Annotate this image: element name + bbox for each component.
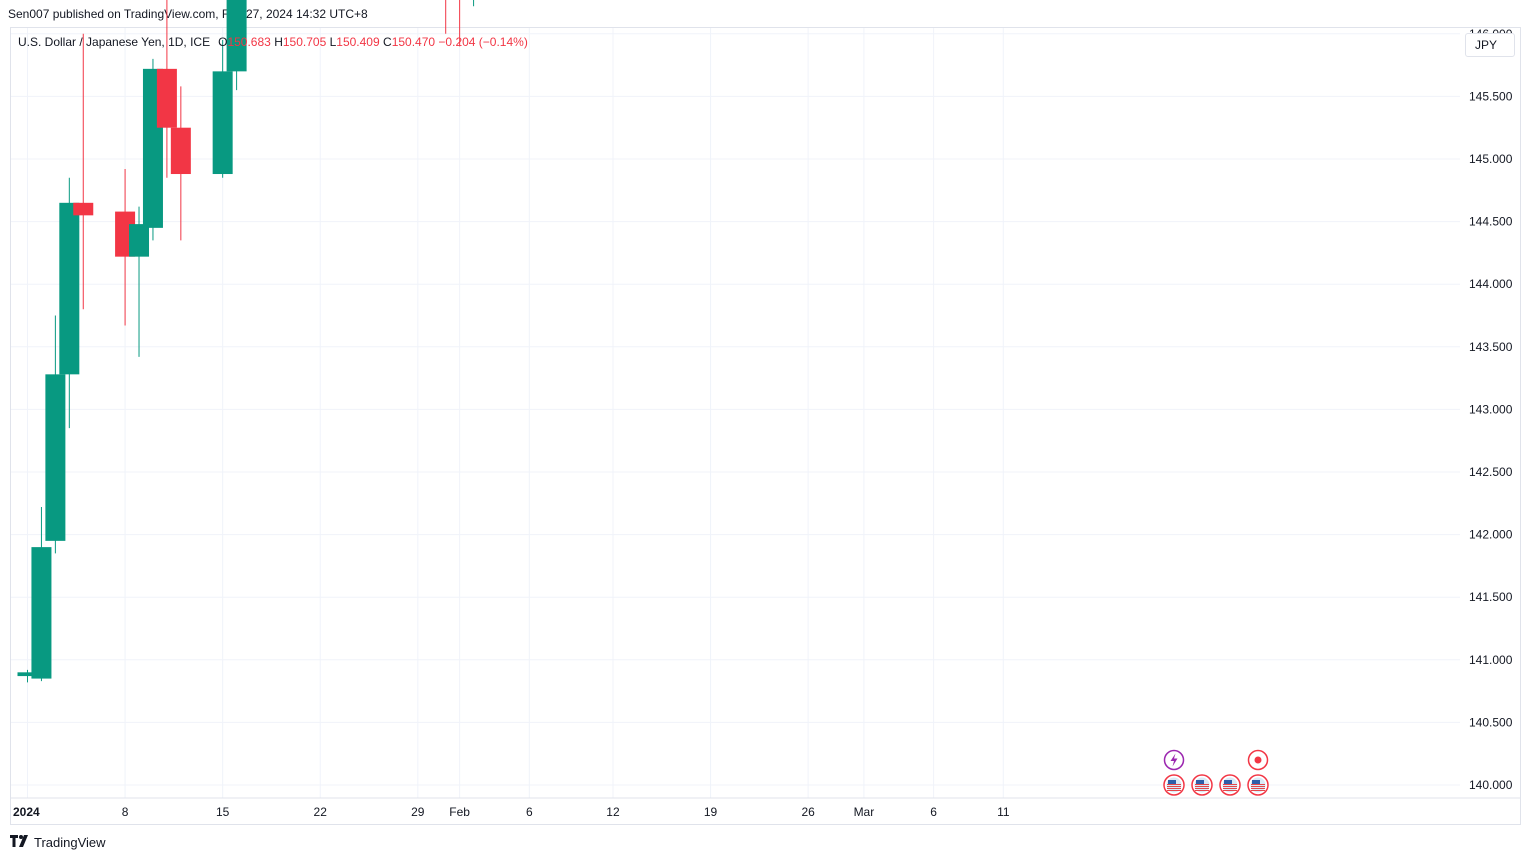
- close-label: C: [383, 35, 392, 49]
- flag-stripe: [1251, 790, 1265, 791]
- candle: [212, 40, 233, 178]
- candle-body: [45, 374, 66, 541]
- flag-stripe: [1223, 788, 1237, 789]
- flag-stripe: [1251, 788, 1265, 789]
- time-axis: 2024 8 15 22 29 Feb 6 12 19 26 Mar 6 11: [11, 797, 1521, 819]
- symbol-legend: U.S. Dollar / Japanese Yen, 1D, ICE O150.…: [18, 35, 528, 49]
- low-value: 150.409: [336, 35, 380, 49]
- price-tick-label: 144.500: [1469, 215, 1513, 229]
- symbol-description[interactable]: U.S. Dollar / Japanese Yen, 1D, ICE: [18, 35, 211, 49]
- time-tick-label: 11: [997, 805, 1010, 819]
- open-label: O: [218, 35, 228, 49]
- flag-stripe: [1167, 788, 1181, 789]
- time-tick-label: 8: [122, 805, 129, 819]
- us-flag-icon[interactable]: [1163, 774, 1185, 796]
- price-axis: 151.500151.000150.500150.000149.500149.0…: [1469, 27, 1513, 792]
- flag-stripe: [1251, 786, 1265, 787]
- price-tick-label: 140.500: [1469, 715, 1513, 729]
- candle: [226, 0, 247, 91]
- low-label: L: [329, 35, 337, 49]
- flag-stripe: [1223, 790, 1237, 791]
- price-tick-label: 142.500: [1469, 465, 1513, 479]
- candle-body: [59, 202, 80, 375]
- candle: [473, 0, 475, 7]
- us-flag-icon[interactable]: [1219, 774, 1241, 796]
- time-tick-label: 15: [216, 805, 230, 819]
- candle-body: [226, 0, 247, 72]
- price-tick-label: 145.500: [1469, 89, 1513, 103]
- candle: [459, 0, 461, 47]
- flag-stripe: [1167, 786, 1181, 787]
- footer-brand-label: TradingView: [34, 834, 106, 850]
- flag-stripe: [1195, 790, 1209, 791]
- flag-stripe: [1251, 784, 1265, 785]
- currency-button[interactable]: JPY: [1465, 33, 1515, 57]
- publisher-caption: Sen007 published on TradingView.com, Feb…: [8, 7, 368, 21]
- footer-brand[interactable]: TradingView: [10, 834, 106, 850]
- change-value: −0.204 (−0.14%): [438, 35, 528, 49]
- candle-body: [73, 202, 94, 216]
- candle-body: [170, 127, 191, 175]
- candle: [445, 0, 447, 34]
- flag-stripe: [1167, 784, 1181, 785]
- flag-stripe: [1195, 784, 1209, 785]
- high-label: H: [274, 35, 283, 49]
- price-tick-label: 142.000: [1469, 528, 1513, 542]
- time-tick-label: 12: [606, 805, 620, 819]
- events-layer: [1163, 749, 1269, 796]
- time-tick-label: 6: [526, 805, 533, 819]
- time-tick-label: 29: [411, 805, 425, 819]
- candle-body: [31, 547, 52, 679]
- price-tick-label: 140.000: [1469, 778, 1513, 792]
- flag-canton: [1224, 780, 1232, 784]
- candle: [59, 177, 80, 429]
- candle: [45, 315, 66, 554]
- candle: [73, 33, 94, 310]
- time-tick-label: 22: [314, 805, 328, 819]
- close-value: 150.470: [391, 35, 436, 49]
- red-dot-event-icon[interactable]: [1247, 749, 1269, 771]
- flag-stripe: [1223, 786, 1237, 787]
- candle-body: [17, 672, 38, 677]
- price-tick-label: 143.500: [1469, 340, 1513, 354]
- chart-frame: [10, 27, 1521, 825]
- candle-body: [212, 71, 233, 175]
- flag-stripe: [1195, 788, 1209, 789]
- flag-stripe: [1195, 786, 1209, 787]
- time-tick-label: 26: [801, 805, 815, 819]
- high-value: 150.705: [282, 35, 327, 49]
- flag-canton: [1252, 780, 1260, 784]
- candle-body: [129, 224, 150, 257]
- dot-center: [1254, 756, 1262, 764]
- us-flag-icon[interactable]: [1247, 774, 1269, 796]
- candle: [31, 507, 52, 682]
- flag-stripe: [1167, 790, 1181, 791]
- flag-stripe: [1223, 784, 1237, 785]
- price-tick-label: 143.000: [1469, 402, 1513, 416]
- flag-canton: [1168, 780, 1176, 784]
- time-tick-label: 2024: [13, 805, 40, 819]
- candle: [17, 669, 38, 683]
- price-tick-label: 145.000: [1469, 152, 1513, 166]
- candle: [170, 86, 191, 241]
- lightning-event-icon[interactable]: [1163, 749, 1185, 771]
- flag-canton: [1196, 780, 1204, 784]
- time-tick-label: Mar: [854, 805, 875, 819]
- candles-layer: [17, 0, 475, 683]
- time-tick-label: 19: [704, 805, 718, 819]
- candle: [129, 206, 150, 357]
- price-tick-label: 141.500: [1469, 590, 1513, 604]
- candle-body: [156, 68, 177, 128]
- price-tick-label: 144.000: [1469, 277, 1513, 291]
- tradingview-logo-icon: [10, 834, 30, 850]
- time-tick-label: Feb: [449, 805, 470, 819]
- us-flag-icon[interactable]: [1191, 774, 1213, 796]
- time-tick-label: 6: [930, 805, 937, 819]
- grid-lines: [11, 28, 1460, 798]
- price-tick-label: 141.000: [1469, 653, 1513, 667]
- candle: [156, 0, 177, 178]
- lightning-bolt: [1170, 753, 1178, 767]
- open-value: 150.683: [227, 35, 271, 49]
